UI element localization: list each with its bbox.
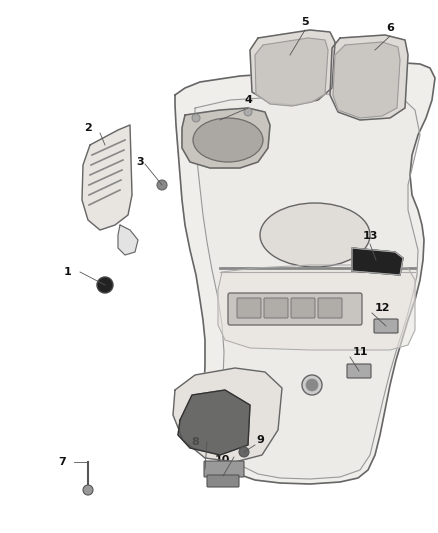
FancyBboxPatch shape [237, 298, 261, 318]
Circle shape [157, 180, 167, 190]
FancyBboxPatch shape [374, 319, 398, 333]
FancyBboxPatch shape [207, 475, 239, 487]
Circle shape [97, 277, 113, 293]
FancyBboxPatch shape [204, 461, 244, 477]
Text: 6: 6 [386, 23, 394, 33]
Polygon shape [250, 30, 335, 105]
Text: 1: 1 [64, 267, 72, 277]
Text: 7: 7 [58, 457, 66, 467]
Polygon shape [333, 42, 400, 118]
Polygon shape [82, 125, 132, 230]
Circle shape [244, 108, 252, 116]
Text: 10: 10 [214, 455, 230, 465]
Circle shape [302, 375, 322, 395]
FancyBboxPatch shape [318, 298, 342, 318]
Ellipse shape [260, 203, 370, 267]
FancyBboxPatch shape [228, 293, 362, 325]
Circle shape [239, 447, 249, 457]
Circle shape [192, 114, 200, 122]
Polygon shape [218, 265, 415, 350]
Polygon shape [173, 368, 282, 462]
Text: 3: 3 [136, 157, 144, 167]
Polygon shape [182, 108, 270, 168]
Polygon shape [330, 35, 408, 120]
Polygon shape [195, 92, 420, 479]
Polygon shape [118, 225, 138, 255]
Text: 12: 12 [374, 303, 390, 313]
Polygon shape [352, 248, 403, 275]
Polygon shape [175, 63, 435, 484]
Circle shape [306, 379, 318, 391]
FancyBboxPatch shape [347, 364, 371, 378]
Text: 9: 9 [256, 435, 264, 445]
Text: 5: 5 [301, 17, 309, 27]
Ellipse shape [193, 118, 263, 162]
Text: 4: 4 [244, 95, 252, 105]
Text: 11: 11 [352, 347, 368, 357]
Polygon shape [178, 390, 250, 455]
Text: 8: 8 [191, 437, 199, 447]
Text: 13: 13 [362, 231, 378, 241]
FancyBboxPatch shape [264, 298, 288, 318]
FancyBboxPatch shape [291, 298, 315, 318]
Polygon shape [255, 38, 328, 106]
Text: 2: 2 [84, 123, 92, 133]
Circle shape [83, 485, 93, 495]
